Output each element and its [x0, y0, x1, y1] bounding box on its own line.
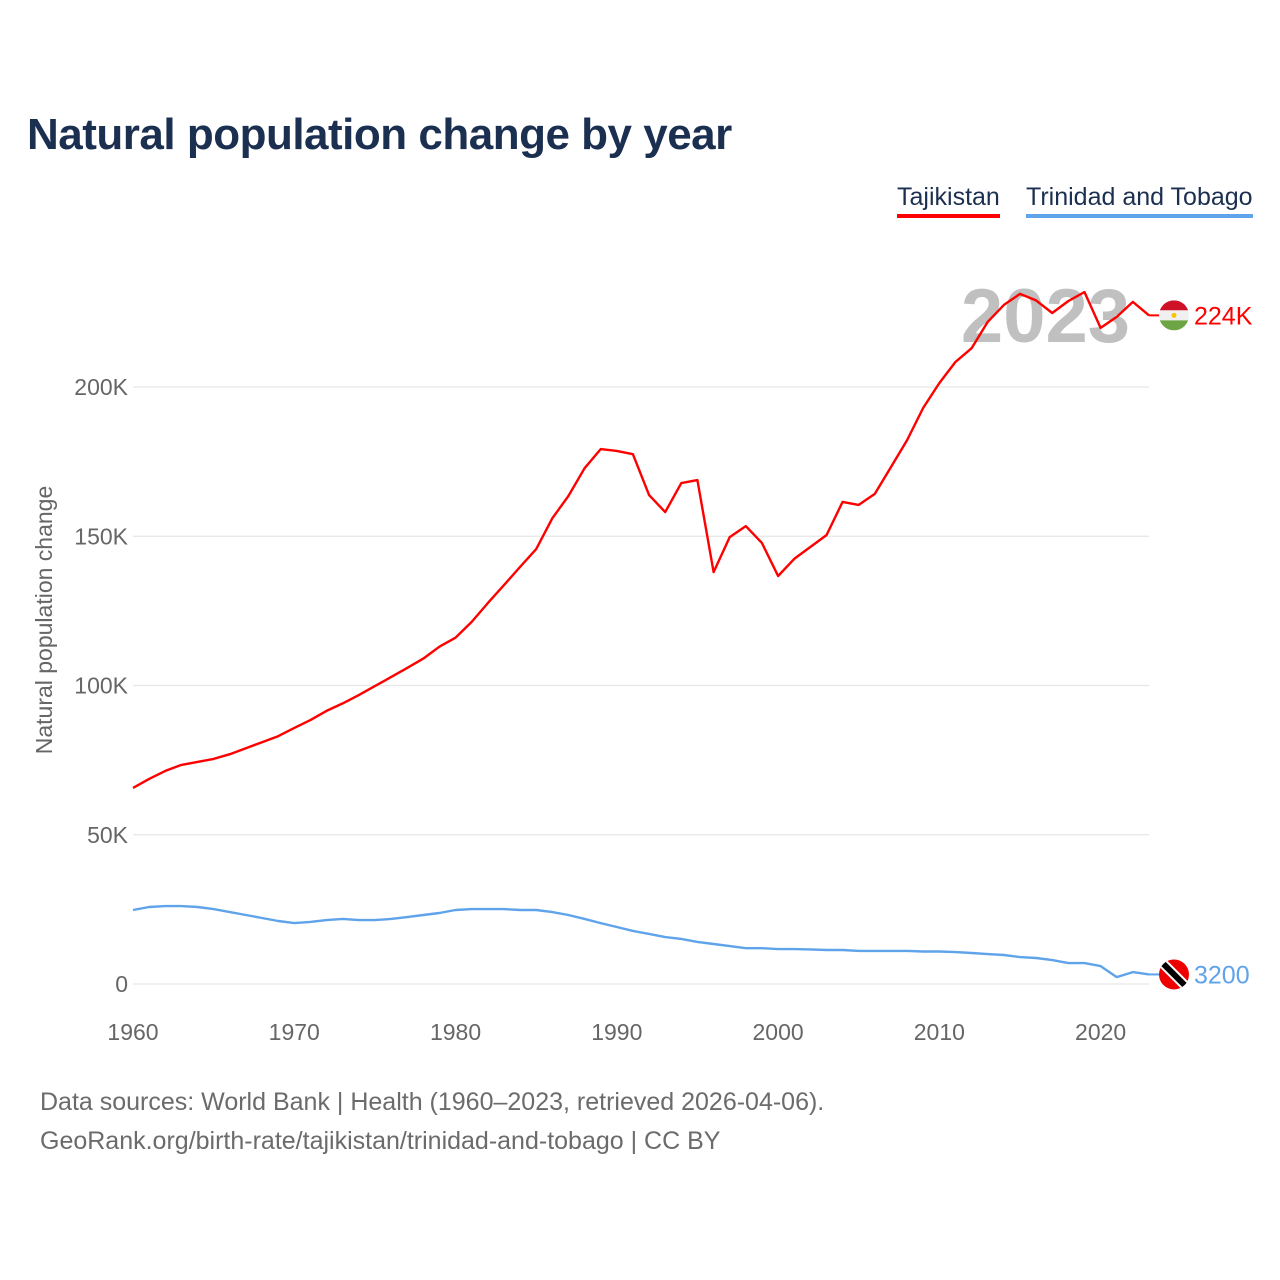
end-value-label: 3200 — [1194, 961, 1250, 989]
y-axis-label: Natural population change — [31, 486, 57, 755]
y-tick-label: 200K — [74, 374, 128, 400]
footer-sources: Data sources: World Bank | Health (1960–… — [40, 1088, 825, 1116]
y-tick-label: 0 — [115, 971, 128, 997]
series-line-trinidad-and-tobago — [132, 904, 1150, 979]
x-tick-label: 1960 — [107, 1019, 158, 1045]
y-tick-label: 100K — [74, 673, 128, 699]
x-tick-label: 1990 — [591, 1019, 642, 1045]
chart-title: Natural population change by year — [27, 110, 732, 159]
x-tick-label: 2010 — [914, 1019, 965, 1045]
legend-item-trinidad-and-tobago[interactable]: Trinidad and Tobago — [1026, 183, 1253, 218]
legend-item-tajikistan[interactable]: Tajikistan — [897, 183, 1000, 218]
x-tick-label: 1970 — [269, 1019, 320, 1045]
year-watermark: 2023 — [961, 274, 1130, 359]
y-tick-label: 150K — [74, 523, 128, 549]
flag-trinidad-and-tobago-icon — [1159, 959, 1189, 990]
line-chart: 0 50K 100K 150K 200K 1960 1970 1980 1990 2000 2010… — [31, 274, 1253, 1045]
end-value-label: 224K — [1194, 302, 1253, 330]
x-tick-label: 2000 — [752, 1019, 803, 1045]
flag-tajikistan-icon — [1159, 300, 1189, 331]
y-tick-label: 50K — [87, 822, 129, 848]
x-tick-label: 2020 — [1075, 1019, 1126, 1045]
series-line-tajikistan — [132, 290, 1150, 789]
footer-link[interactable]: GeoRank.org/birth-rate/tajikistan/trinid… — [40, 1127, 721, 1155]
x-tick-label: 1980 — [430, 1019, 481, 1045]
